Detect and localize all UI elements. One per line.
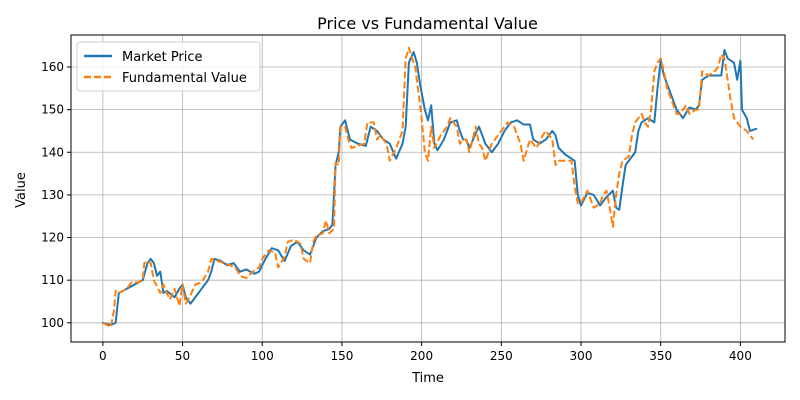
- legend: Market Price Fundamental Value: [76, 41, 261, 92]
- x-tick-label: 100: [251, 349, 274, 363]
- x-tick-label: 150: [330, 349, 353, 363]
- y-tick-label: 110: [41, 273, 64, 287]
- y-tick-label: 140: [41, 145, 64, 159]
- x-tick-label: 350: [649, 349, 672, 363]
- x-axis-label: Time: [411, 371, 444, 386]
- market-price-line: [101, 48, 758, 326]
- y-tick-label: 160: [41, 60, 64, 74]
- y-axis-ticks: 100 110 120 130 140 150 160: [41, 60, 71, 330]
- legend-label-market-price: Market Price: [122, 50, 203, 65]
- series-lines: [101, 46, 758, 329]
- y-tick-label: 120: [41, 231, 64, 245]
- x-tick-label: 50: [175, 349, 190, 363]
- chart-title: Price vs Fundamental Value: [317, 14, 538, 33]
- y-tick-label: 130: [41, 188, 64, 202]
- x-tick-label: 400: [729, 349, 752, 363]
- y-tick-label: 100: [41, 316, 64, 330]
- y-tick-label: 150: [41, 103, 64, 117]
- plot-area-frame: [70, 34, 786, 343]
- fundamental-value-line: [102, 46, 754, 329]
- x-tick-label: 300: [570, 349, 593, 363]
- x-axis-ticks: 0 50 100 150 200 250 300 350 400: [99, 342, 752, 363]
- legend-box: [76, 41, 261, 92]
- x-tick-label: 0: [99, 349, 107, 363]
- legend-label-fundamental-value: Fundamental Value: [122, 71, 247, 86]
- y-axis-label: Value: [14, 172, 29, 208]
- x-tick-label: 200: [410, 349, 433, 363]
- x-tick-label: 250: [490, 349, 513, 363]
